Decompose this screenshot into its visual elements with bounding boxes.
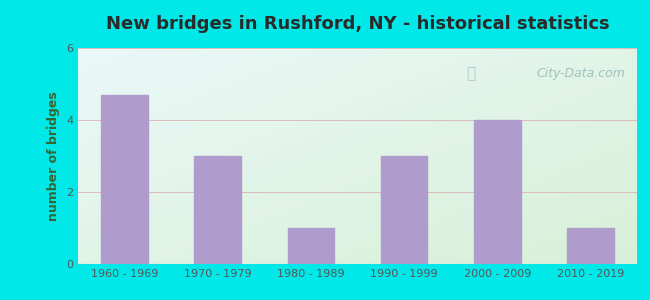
Bar — [381, 156, 427, 264]
Bar — [567, 228, 614, 264]
Bar — [194, 156, 241, 264]
Text: City-Data.com: City-Data.com — [537, 68, 626, 80]
Bar — [101, 95, 148, 264]
Bar — [474, 120, 521, 264]
Bar — [287, 228, 334, 264]
Y-axis label: number of bridges: number of bridges — [47, 91, 60, 221]
Text: ⓘ: ⓘ — [467, 66, 476, 81]
Text: New bridges in Rushford, NY - historical statistics: New bridges in Rushford, NY - historical… — [106, 15, 609, 33]
